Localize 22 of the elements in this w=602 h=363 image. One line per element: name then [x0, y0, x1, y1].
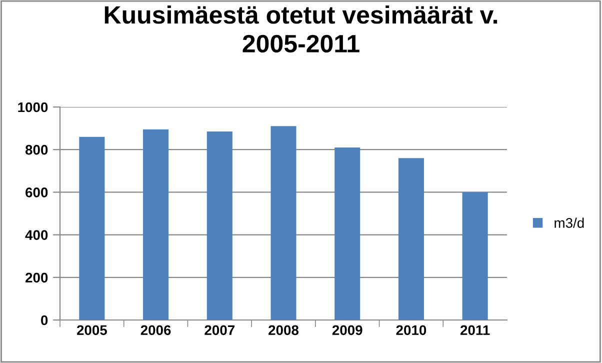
bar [462, 192, 488, 320]
y-tick-label: 800 [25, 144, 48, 155]
y-tick-label: 400 [25, 230, 48, 240]
x-tick-label: 2006 [140, 325, 171, 336]
y-tick-label: 0 [41, 315, 48, 326]
y-tick-label: 200 [26, 272, 48, 283]
x-tick-label: 2009 [332, 325, 362, 336]
bar [143, 129, 169, 320]
y-tick-label: 600 [26, 188, 48, 198]
x-tick-label: 2007 [204, 325, 234, 336]
x-tick-label: 2010 [396, 325, 426, 336]
bar [270, 126, 296, 320]
bar [206, 131, 232, 320]
legend-label: m3/d [554, 218, 584, 228]
bar [398, 158, 424, 320]
x-tick-label: 2005 [76, 325, 107, 336]
x-tick-label: 2011 [460, 325, 490, 336]
bar [334, 147, 360, 320]
bar [79, 136, 105, 320]
y-tick-label: 1000 [18, 102, 48, 112]
chart-title: Kuusimäestä otetut vesimäärät v. 2005-2011 [104, 5, 498, 53]
x-tick-label: 2008 [268, 325, 299, 336]
